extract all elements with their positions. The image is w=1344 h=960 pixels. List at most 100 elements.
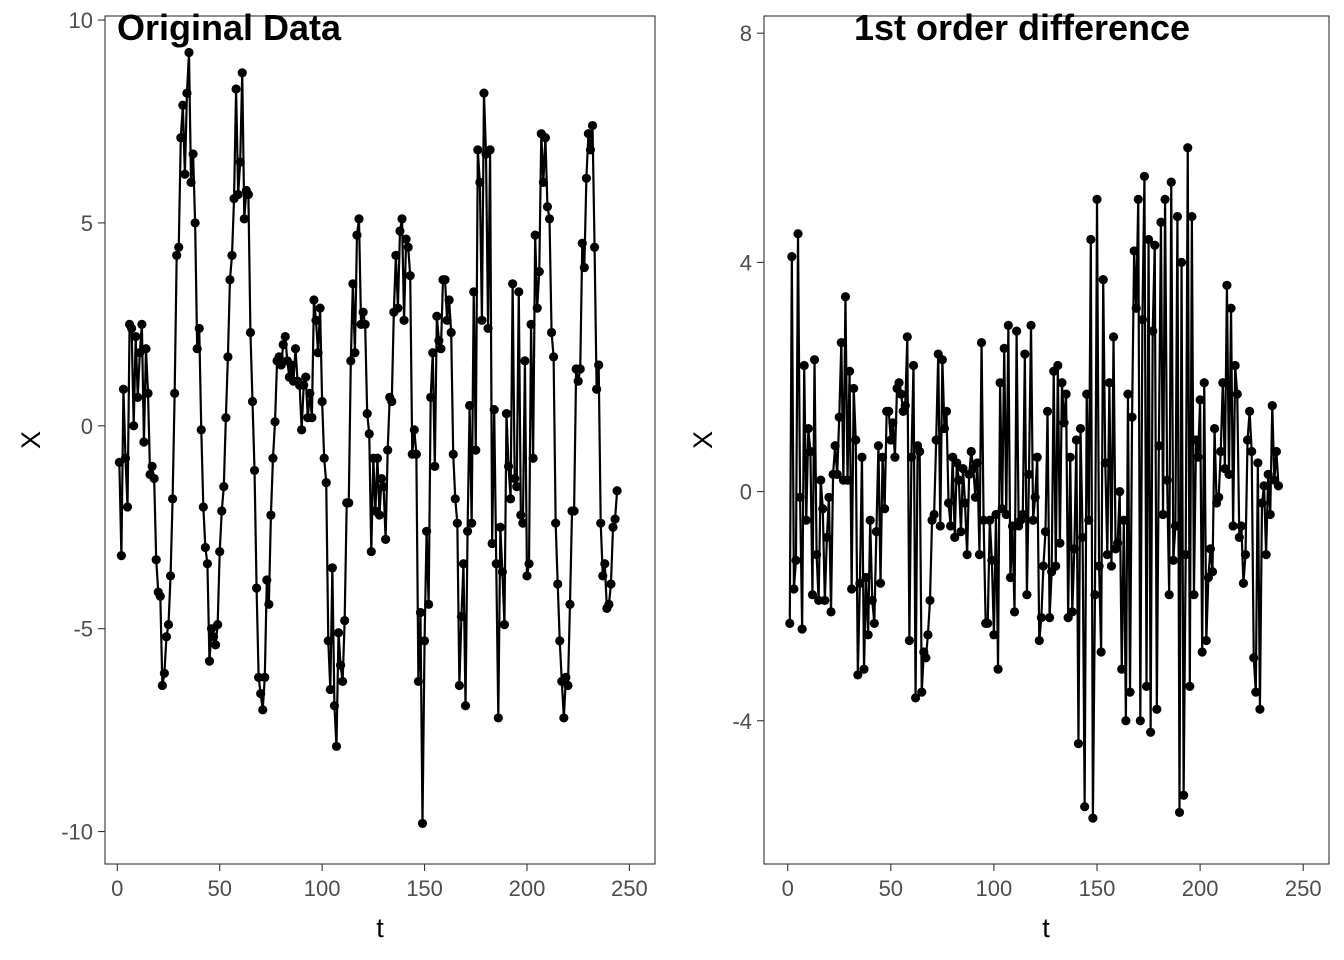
first-order-difference-data-point: [1267, 401, 1277, 411]
original-data-data-point: [516, 510, 526, 520]
first-order-difference-data-point: [795, 492, 805, 502]
first-order-difference-data-point: [1259, 481, 1269, 491]
first-order-difference-data-point: [958, 464, 968, 474]
original-data-data-point: [563, 680, 573, 691]
original-data-data-point: [497, 567, 507, 577]
original-data-data-point: [290, 344, 301, 354]
original-data-data-point: [477, 315, 487, 325]
first-order-difference-data-point: [1158, 509, 1168, 520]
first-order-difference-data-point: [1038, 561, 1049, 571]
original-data-data-point: [544, 214, 555, 224]
original-data-data-point: [260, 672, 270, 682]
original-data-data-point: [327, 563, 337, 573]
first-order-difference-data-point: [960, 498, 970, 508]
original-data-data-point: [508, 279, 518, 289]
original-data-data-point: [471, 445, 481, 455]
original-data-data-point: [358, 307, 368, 317]
original-data-series: [114, 47, 622, 829]
first-order-difference-data-point: [966, 446, 976, 457]
original-data-x-tick-label: 150: [406, 876, 443, 901]
original-data-data-point: [526, 319, 536, 329]
original-data-x-tick-label: 0: [111, 876, 123, 901]
original-data-data-point: [491, 559, 501, 569]
first-order-difference-y-tick-label: 8: [740, 21, 752, 46]
first-order-difference-data-point: [1042, 406, 1053, 416]
original-data-x-tick-label: 250: [611, 876, 648, 901]
original-data-data-point: [489, 404, 499, 415]
original-data-data-point: [495, 522, 505, 532]
first-order-difference-data-point: [995, 378, 1005, 388]
first-order-difference-data-point: [1176, 257, 1187, 267]
original-data-data-point: [186, 177, 196, 187]
original-data-data-point: [198, 502, 208, 512]
original-data-data-point: [553, 579, 563, 589]
original-data-data-point: [143, 388, 153, 398]
original-data-data-point: [329, 701, 340, 711]
first-order-difference-data-point: [1148, 326, 1158, 336]
first-order-difference-data-point: [915, 446, 925, 457]
original-data-data-point: [311, 315, 321, 325]
first-order-difference-data-point: [822, 532, 832, 543]
first-order-difference-data-point: [894, 378, 904, 388]
first-order-difference-y-tick-label: 0: [740, 480, 752, 505]
first-order-difference-data-point: [886, 435, 896, 445]
original-data-data-point: [231, 84, 241, 94]
original-data-y-tick-label: -5: [73, 617, 93, 642]
original-data-data-point: [217, 506, 227, 516]
original-data-data-point: [215, 546, 225, 557]
first-order-difference-data-point: [1115, 486, 1125, 497]
first-order-difference-data-point: [1012, 326, 1022, 336]
first-order-difference-data-point: [1084, 515, 1094, 525]
original-data-data-point: [434, 335, 444, 346]
first-order-difference-data-point: [834, 412, 844, 422]
original-data-data-point: [534, 267, 544, 277]
first-order-difference-data-point: [824, 492, 834, 502]
first-order-difference-data-point: [1226, 303, 1236, 313]
first-order-difference-data-point: [1135, 716, 1145, 726]
original-data-data-point: [116, 551, 126, 561]
original-data-data-point: [118, 384, 129, 394]
original-data-data-point: [266, 510, 276, 520]
first-order-difference-data-point: [1170, 521, 1180, 531]
first-order-difference-data-point: [1069, 544, 1079, 554]
original-data-data-point: [297, 425, 307, 435]
original-data-data-point: [338, 676, 348, 687]
original-data-data-point: [190, 218, 200, 228]
original-data-data-point: [131, 331, 141, 342]
first-order-difference-data-point: [937, 355, 947, 365]
original-data-data-point: [307, 413, 317, 423]
original-data-data-point: [518, 518, 528, 528]
original-data-data-point: [512, 482, 522, 492]
first-order-difference-data-point: [1162, 475, 1172, 485]
first-order-difference-data-point: [952, 458, 962, 468]
first-order-difference-data-point: [1247, 446, 1257, 457]
first-order-difference-x-axis-title: t: [1042, 913, 1050, 943]
first-order-difference-data-point: [904, 635, 914, 646]
first-order-difference-data-point: [1044, 613, 1055, 623]
original-data-data-point: [360, 319, 370, 329]
original-data-data-point: [395, 226, 405, 236]
first-order-difference-data-point: [1181, 549, 1191, 560]
original-data-data-point: [409, 425, 419, 435]
original-data-x-axis-title: t: [376, 913, 384, 943]
original-data-data-point: [141, 344, 151, 354]
first-order-difference-data-point: [1207, 567, 1218, 577]
original-data-x-tick-label: 100: [304, 876, 341, 901]
first-order-difference-x-tick-label: 50: [879, 876, 903, 901]
first-order-difference-data-point: [826, 607, 836, 617]
original-data-data-point: [577, 238, 587, 248]
first-order-difference-data-point: [1146, 727, 1156, 737]
first-order-difference-data-point: [1218, 378, 1228, 388]
original-data-data-point: [208, 632, 219, 642]
first-order-difference-data-point: [902, 332, 912, 342]
original-data-data-point: [419, 636, 430, 646]
original-data-data-point: [460, 701, 471, 711]
first-order-difference-data-point: [1121, 716, 1131, 726]
original-data-data-point: [610, 514, 620, 524]
original-data-data-point: [202, 559, 213, 569]
first-order-difference-data-point: [805, 446, 816, 457]
first-order-difference-data-point: [1100, 458, 1110, 468]
original-data-data-point: [333, 628, 344, 638]
first-order-difference-data-point: [1009, 607, 1020, 617]
original-data-data-point: [159, 668, 169, 678]
